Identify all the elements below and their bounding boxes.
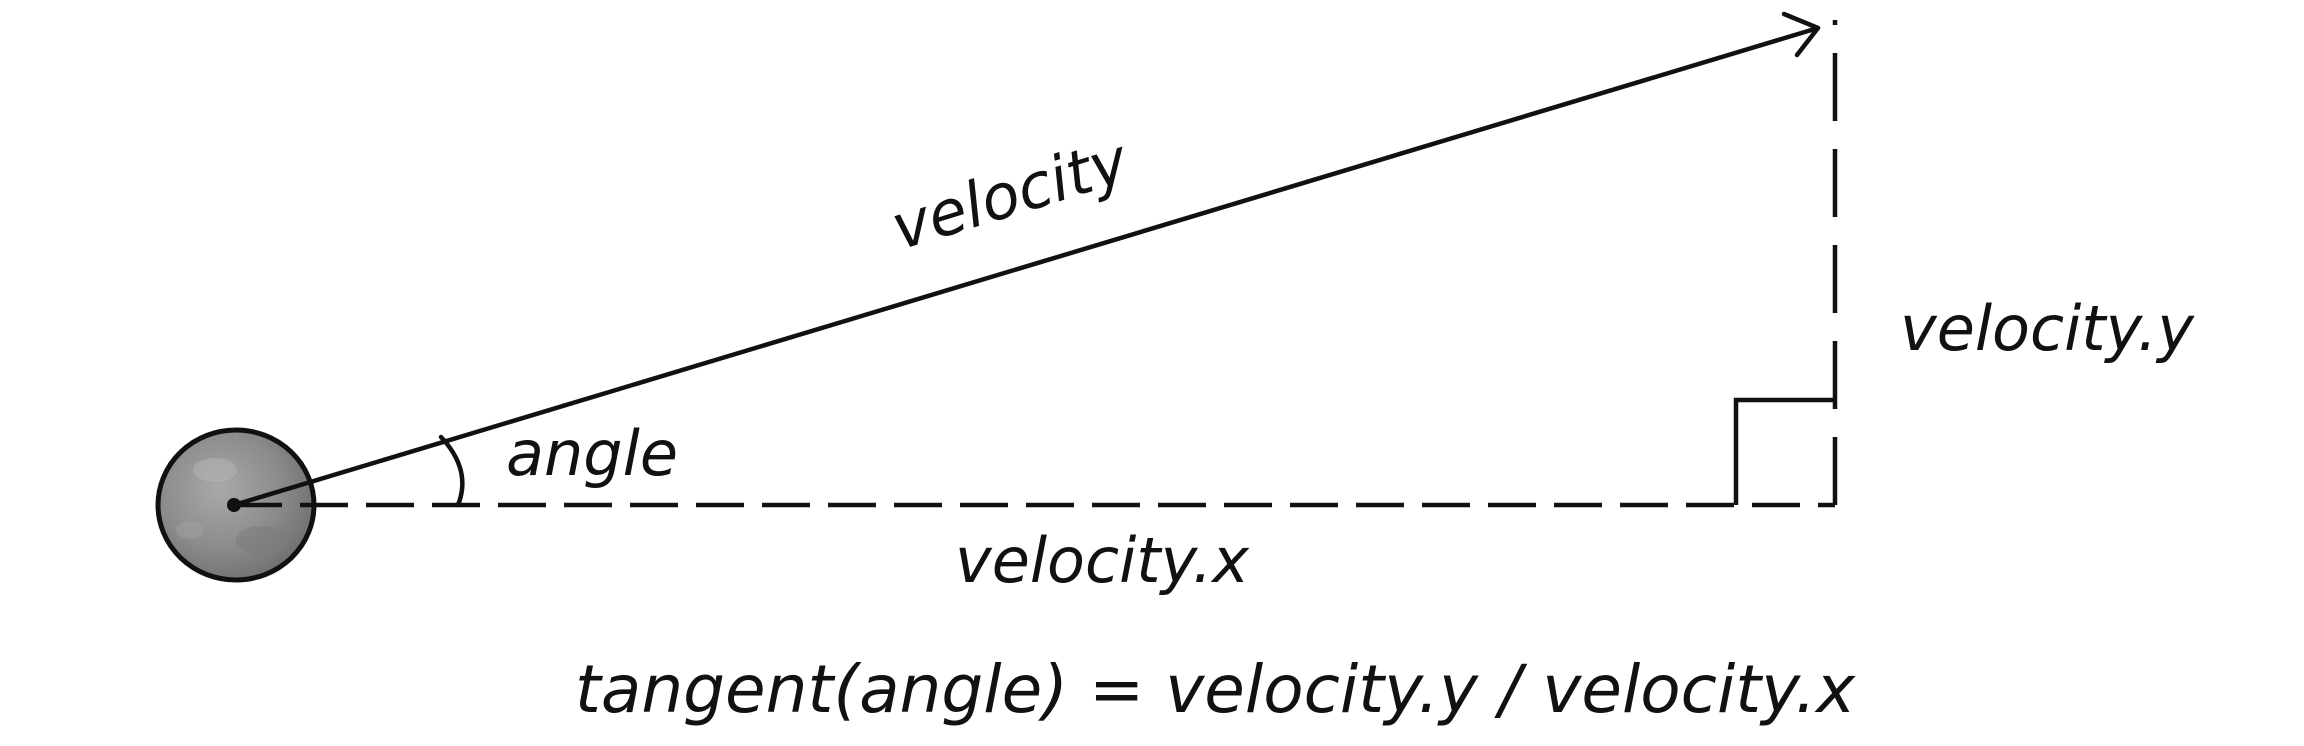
angle-label: angle bbox=[506, 417, 678, 490]
velocity-vector bbox=[231, 25, 1821, 508]
tangent-formula: tangent(angle) = velocity.y / velocity.x bbox=[575, 651, 1856, 728]
velocity-x-label: velocity.x bbox=[955, 524, 1250, 597]
angle-arc bbox=[438, 434, 465, 508]
velocity-y-label: velocity.y bbox=[1900, 292, 2195, 365]
right-angle-marker bbox=[1733, 397, 1835, 505]
velocity-arrowhead bbox=[1781, 11, 1821, 58]
